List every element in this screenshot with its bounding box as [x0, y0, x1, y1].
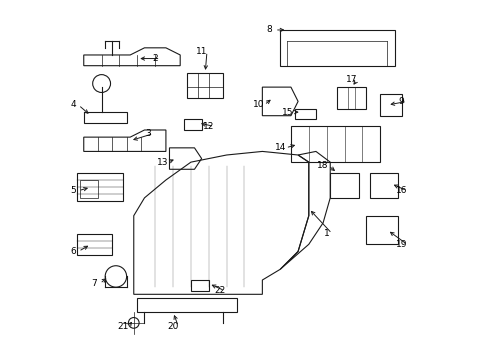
Text: 17: 17	[345, 76, 357, 85]
Text: 18: 18	[317, 161, 328, 170]
Text: 13: 13	[156, 158, 168, 167]
Text: 14: 14	[274, 143, 285, 152]
Text: 2: 2	[152, 54, 158, 63]
Text: 5: 5	[70, 186, 76, 195]
Text: 10: 10	[252, 100, 264, 109]
Text: 21: 21	[117, 322, 128, 331]
Text: 9: 9	[398, 97, 404, 106]
Text: 16: 16	[395, 186, 407, 195]
Text: 7: 7	[91, 279, 97, 288]
Text: 22: 22	[213, 286, 224, 295]
Text: 20: 20	[167, 322, 179, 331]
Text: 12: 12	[203, 122, 214, 131]
Text: 19: 19	[395, 240, 407, 249]
Text: 4: 4	[70, 100, 76, 109]
Text: 1: 1	[323, 229, 329, 238]
Text: 15: 15	[281, 108, 292, 117]
Bar	[80, 180, 98, 198]
Text: 3: 3	[145, 129, 151, 138]
Text: 8: 8	[266, 26, 272, 35]
Text: 11: 11	[196, 47, 207, 56]
Text: 6: 6	[70, 247, 76, 256]
